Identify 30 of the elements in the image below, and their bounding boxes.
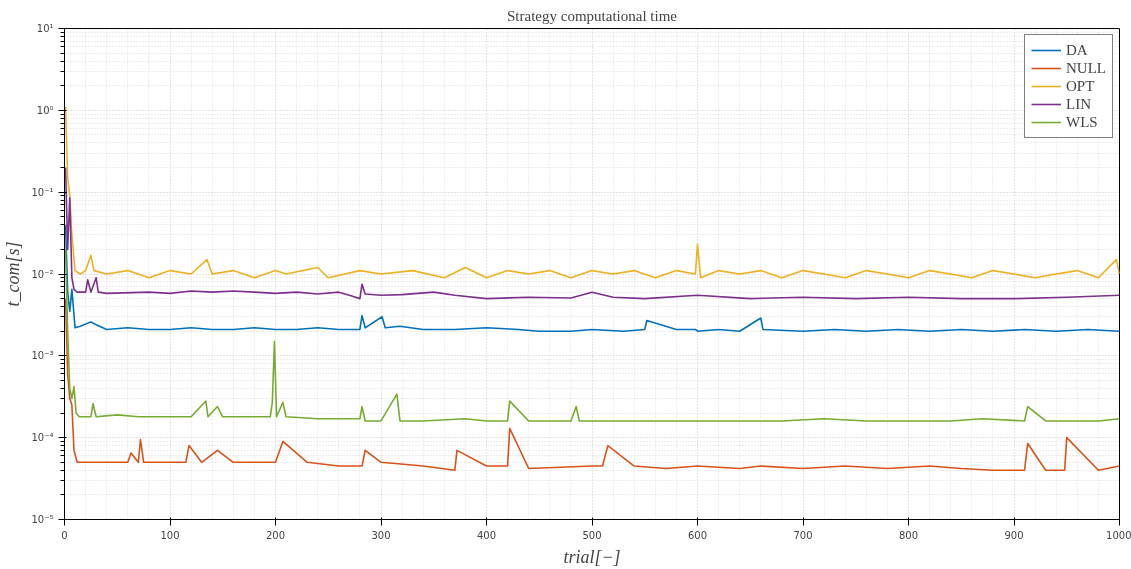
y-tick-label: 10⁻³ [31, 350, 54, 362]
x-tick-label: 800 [898, 529, 919, 541]
legend-label: NULL [1066, 59, 1106, 77]
y-tick-label: 10¹ [36, 23, 54, 34]
y-tick-label: 10⁻² [31, 268, 54, 280]
line-series [64, 297, 1120, 472]
line-series [64, 166, 1120, 300]
y-tick-label: 10⁻⁴ [31, 432, 54, 444]
x-tick-label: 0 [61, 529, 68, 541]
x-tick-label: 900 [1004, 529, 1024, 541]
y-tick-label: 10⁻¹ [31, 186, 54, 198]
x-tick-label: 100 [160, 529, 180, 541]
x-tick-label: 200 [265, 529, 286, 541]
x-tick-label: 1000 [1106, 529, 1131, 541]
y-tick-label: 10⁰ [36, 104, 54, 116]
x-tick-label: 500 [582, 529, 602, 541]
chart-title: Strategy computational time [507, 7, 678, 24]
y-axis-title: t_com[s] [3, 241, 24, 307]
line-series [64, 248, 1120, 422]
x-tick-label: 400 [476, 529, 497, 541]
legend-label: LIN [1066, 95, 1091, 113]
legend-label: OPT [1066, 77, 1095, 95]
line-series [64, 223, 1120, 332]
y-tick-label: 10⁻⁵ [31, 514, 54, 525]
x-tick-label: 300 [371, 529, 391, 541]
legend-label: WLS [1066, 113, 1098, 131]
x-tick-label: 600 [687, 529, 708, 541]
x-axis-title: trial[−] [563, 546, 621, 567]
legend-label: DA [1066, 41, 1088, 59]
x-tick-label: 700 [793, 529, 813, 541]
